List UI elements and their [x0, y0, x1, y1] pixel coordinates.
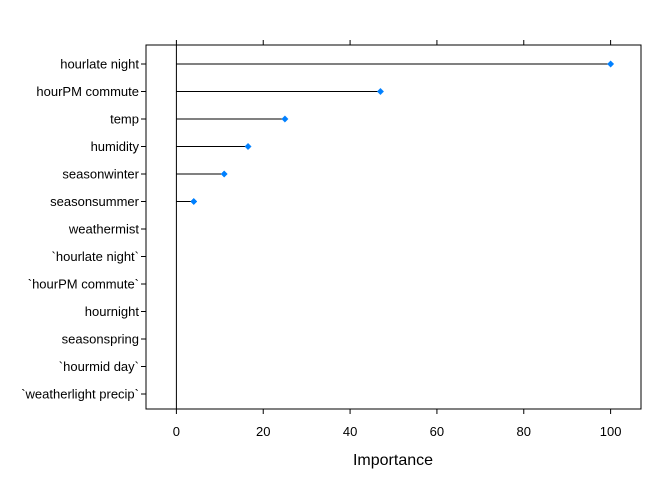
x-tick-label: 100	[600, 424, 622, 439]
x-axis-label: Importance	[353, 452, 433, 469]
importance-point	[607, 60, 615, 68]
x-tick-label: 80	[517, 424, 531, 439]
category-label: humidity	[91, 139, 140, 154]
x-tick-label: 20	[256, 424, 270, 439]
category-label: seasonsummer	[50, 194, 140, 209]
importance-point	[376, 87, 385, 96]
x-tick-label: 40	[343, 424, 357, 439]
importance-point	[220, 170, 228, 178]
category-label: temp	[110, 112, 139, 127]
category-label: hourPM commute	[36, 84, 139, 99]
category-label: hournight	[85, 304, 140, 319]
category-label: seasonwinter	[62, 167, 139, 182]
category-label: `hourPM commute`	[28, 277, 139, 292]
plot-area: 0 20 40 60 80 100 hourlate night hourPM commute…	[21, 40, 642, 439]
plot-frame	[145, 44, 642, 410]
category-label: weathermist	[68, 222, 139, 237]
importance-point	[190, 197, 198, 206]
category-label: `weatherlight precip`	[21, 387, 139, 402]
category-label: `hourlate night`	[52, 249, 139, 264]
x-tick-label: 0	[173, 424, 180, 439]
importance-point	[244, 142, 252, 151]
category-label: seasonspring	[62, 332, 139, 347]
category-label: hourlate night	[60, 57, 139, 72]
category-label: `hourmid day`	[59, 359, 139, 374]
importance-point	[281, 115, 289, 123]
x-tick-label: 60	[430, 424, 444, 439]
